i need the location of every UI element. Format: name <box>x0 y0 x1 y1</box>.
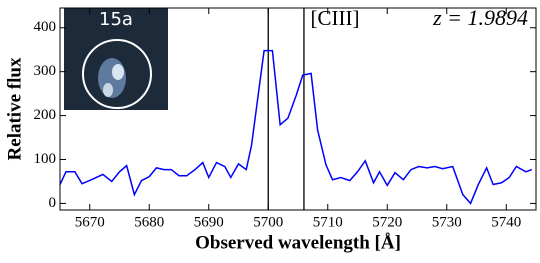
y-tick-label: 0 <box>49 195 57 211</box>
aperture-circle <box>82 39 152 109</box>
x-tick-label: 5700 <box>253 214 283 230</box>
x-tick-label: 5730 <box>432 214 462 230</box>
x-axis-label: Observed wavelength [Å] <box>195 232 401 253</box>
y-tick-label: 100 <box>34 151 57 167</box>
annotation: [CIII] <box>311 6 360 30</box>
y-tick-label: 300 <box>34 63 57 79</box>
y-tick-label: 400 <box>34 19 57 35</box>
plot-frame <box>59 7 537 211</box>
inset-label: 15a <box>99 9 133 30</box>
y-axis-label: Relative flux <box>4 57 25 160</box>
x-tick-label: 5690 <box>194 214 224 230</box>
x-tick-label: 5720 <box>372 214 402 230</box>
annotation: z = 1.9894 <box>432 5 528 30</box>
spectrum-line <box>59 49 533 205</box>
x-tick-label: 5740 <box>491 214 521 230</box>
x-tick-label: 5710 <box>313 214 343 230</box>
galaxy-core <box>103 83 113 97</box>
x-tick-label: 5670 <box>75 214 105 230</box>
x-tick-label: 5680 <box>134 214 164 230</box>
y-tick-label: 200 <box>34 107 57 123</box>
galaxy-core <box>112 64 124 80</box>
